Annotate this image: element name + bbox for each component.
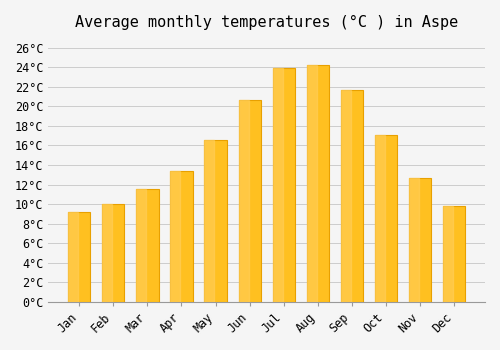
Bar: [409, 178, 431, 302]
Bar: [102, 204, 124, 302]
Title: Average monthly temperatures (°C ) in Aspe: Average monthly temperatures (°C ) in As…: [75, 15, 458, 30]
Bar: [306, 65, 316, 302]
Bar: [272, 68, 295, 302]
Bar: [68, 212, 90, 302]
Bar: [204, 140, 227, 302]
Bar: [68, 212, 78, 302]
Bar: [306, 65, 329, 302]
Bar: [375, 135, 385, 302]
Bar: [443, 206, 453, 302]
Bar: [170, 171, 180, 302]
Bar: [136, 189, 146, 302]
Bar: [375, 135, 397, 302]
Bar: [136, 189, 158, 302]
Bar: [238, 100, 248, 302]
Bar: [341, 90, 351, 302]
Bar: [204, 140, 214, 302]
Bar: [443, 206, 465, 302]
Bar: [341, 90, 363, 302]
Bar: [409, 178, 419, 302]
Bar: [102, 204, 112, 302]
Bar: [272, 68, 282, 302]
Bar: [170, 171, 192, 302]
Bar: [238, 100, 260, 302]
